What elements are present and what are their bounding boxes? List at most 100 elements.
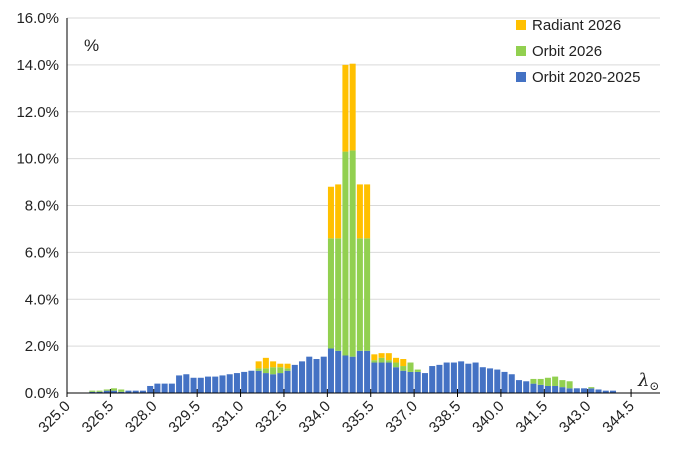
- bar-segment: [335, 238, 342, 351]
- y-tick-label: 16.0%: [16, 10, 59, 27]
- x-tick-label: 338.5: [426, 398, 465, 437]
- bar-segment: [400, 359, 407, 367]
- bar-segment: [371, 354, 378, 361]
- bar-segment: [609, 390, 617, 393]
- y-tick-label: 12.0%: [16, 104, 59, 121]
- bar-segment: [262, 368, 269, 374]
- bar-segment: [472, 362, 479, 393]
- bar-segment: [349, 356, 356, 393]
- bar-segment: [226, 374, 233, 393]
- bar-segment: [393, 357, 400, 363]
- y-tick-label: 6.0%: [25, 244, 59, 261]
- bar-segment: [393, 367, 400, 393]
- bar-segment: [103, 389, 110, 391]
- bars-layer: [89, 63, 617, 393]
- bar-segment: [479, 367, 486, 393]
- x-tick-label: 328.0: [122, 398, 161, 437]
- bar-segment: [407, 371, 414, 393]
- y-tick-labels: 0.0% 2.0% 4.0% 6.0% 8.0% 10.0% 12.0% 14.0% 16.0%: [16, 10, 59, 402]
- bar-segment: [262, 357, 269, 369]
- bar-segment: [248, 370, 255, 393]
- bar-segment: [270, 367, 277, 375]
- bar-segment: [378, 353, 385, 358]
- bar-segment: [364, 350, 371, 393]
- bar-segment: [566, 381, 573, 389]
- legend: Radiant 2026 Orbit 2026 Orbit 2020-2025: [516, 17, 640, 86]
- bar-segment: [378, 357, 385, 363]
- bar-segment: [421, 373, 428, 393]
- bar-segment: [89, 391, 96, 393]
- bar-segment: [588, 387, 595, 389]
- bar-segment: [219, 375, 226, 393]
- x-axis-label-lambda: λ: [637, 370, 649, 391]
- bar-segment: [255, 368, 262, 371]
- bar-segment: [364, 184, 371, 239]
- x-tick-label: 343.0: [556, 398, 595, 437]
- bar-segment: [349, 150, 356, 357]
- bar-segment: [385, 353, 392, 361]
- y-tick-label: 0.0%: [25, 385, 59, 402]
- axes-layer: [66, 18, 660, 397]
- bar-segment: [371, 362, 378, 393]
- bar-segment: [320, 356, 327, 393]
- y-tick-label: 2.0%: [25, 338, 59, 355]
- bar-segment: [530, 383, 537, 393]
- bar-segment: [313, 359, 320, 393]
- x-tick-label: 335.5: [339, 398, 378, 437]
- bar-segment: [356, 350, 363, 393]
- bar-segment: [139, 390, 146, 393]
- legend-swatch: [516, 20, 526, 30]
- bar-segment: [96, 391, 103, 393]
- bar-segment: [378, 362, 385, 393]
- bar-segment: [544, 377, 551, 386]
- bar-segment: [147, 385, 154, 393]
- bar-segment: [436, 364, 443, 393]
- unit-label: %: [84, 36, 99, 55]
- bar-segment: [573, 388, 580, 393]
- bar-segment: [255, 361, 262, 369]
- bar-segment: [103, 390, 110, 393]
- bar-segment: [400, 370, 407, 393]
- bar-segment: [595, 389, 602, 393]
- x-tick-label: 344.5: [599, 398, 638, 437]
- bar-segment: [205, 376, 212, 393]
- bar-segment: [342, 151, 349, 356]
- bar-segment: [581, 388, 588, 393]
- bar-segment: [327, 348, 334, 393]
- bar-segment: [255, 370, 262, 393]
- y-tick-label: 4.0%: [25, 291, 59, 308]
- bar-segment: [487, 368, 494, 393]
- bar-segment: [306, 356, 313, 393]
- bar-segment: [110, 390, 118, 393]
- bar-segment: [371, 360, 378, 363]
- bar-segment: [168, 383, 175, 393]
- x-tick-label: 325.0: [35, 398, 74, 437]
- bar-segment: [523, 381, 530, 393]
- bar-segment: [299, 361, 306, 393]
- bar-segment: [501, 371, 508, 393]
- bar-segment: [465, 363, 472, 393]
- bar-segment: [335, 350, 342, 393]
- x-tick-label: 326.5: [79, 398, 118, 437]
- bar-segment: [414, 369, 421, 372]
- bar-segment: [327, 186, 334, 239]
- bar-segment: [89, 390, 96, 392]
- x-tick-labels: 325.0 326.5 328.0 329.5 331.0 332.5 334.0 335.5…: [35, 398, 638, 437]
- bar-segment: [508, 374, 515, 393]
- y-tick-label: 8.0%: [25, 198, 59, 215]
- bar-segment: [118, 389, 125, 392]
- bar-segment: [385, 362, 392, 393]
- y-tick-label: 14.0%: [16, 57, 59, 74]
- x-tick-label: 337.0: [382, 398, 421, 437]
- bar-segment: [559, 387, 566, 393]
- x-tick-label: 331.0: [209, 398, 248, 437]
- bar-segment: [197, 377, 204, 393]
- bar-segment: [602, 390, 609, 393]
- bar-segment: [429, 366, 436, 393]
- bar-segment: [385, 360, 392, 363]
- x-tick-label: 332.5: [252, 398, 291, 437]
- bar-segment: [183, 374, 190, 393]
- bar-segment: [96, 390, 103, 392]
- bar-segment: [327, 238, 334, 349]
